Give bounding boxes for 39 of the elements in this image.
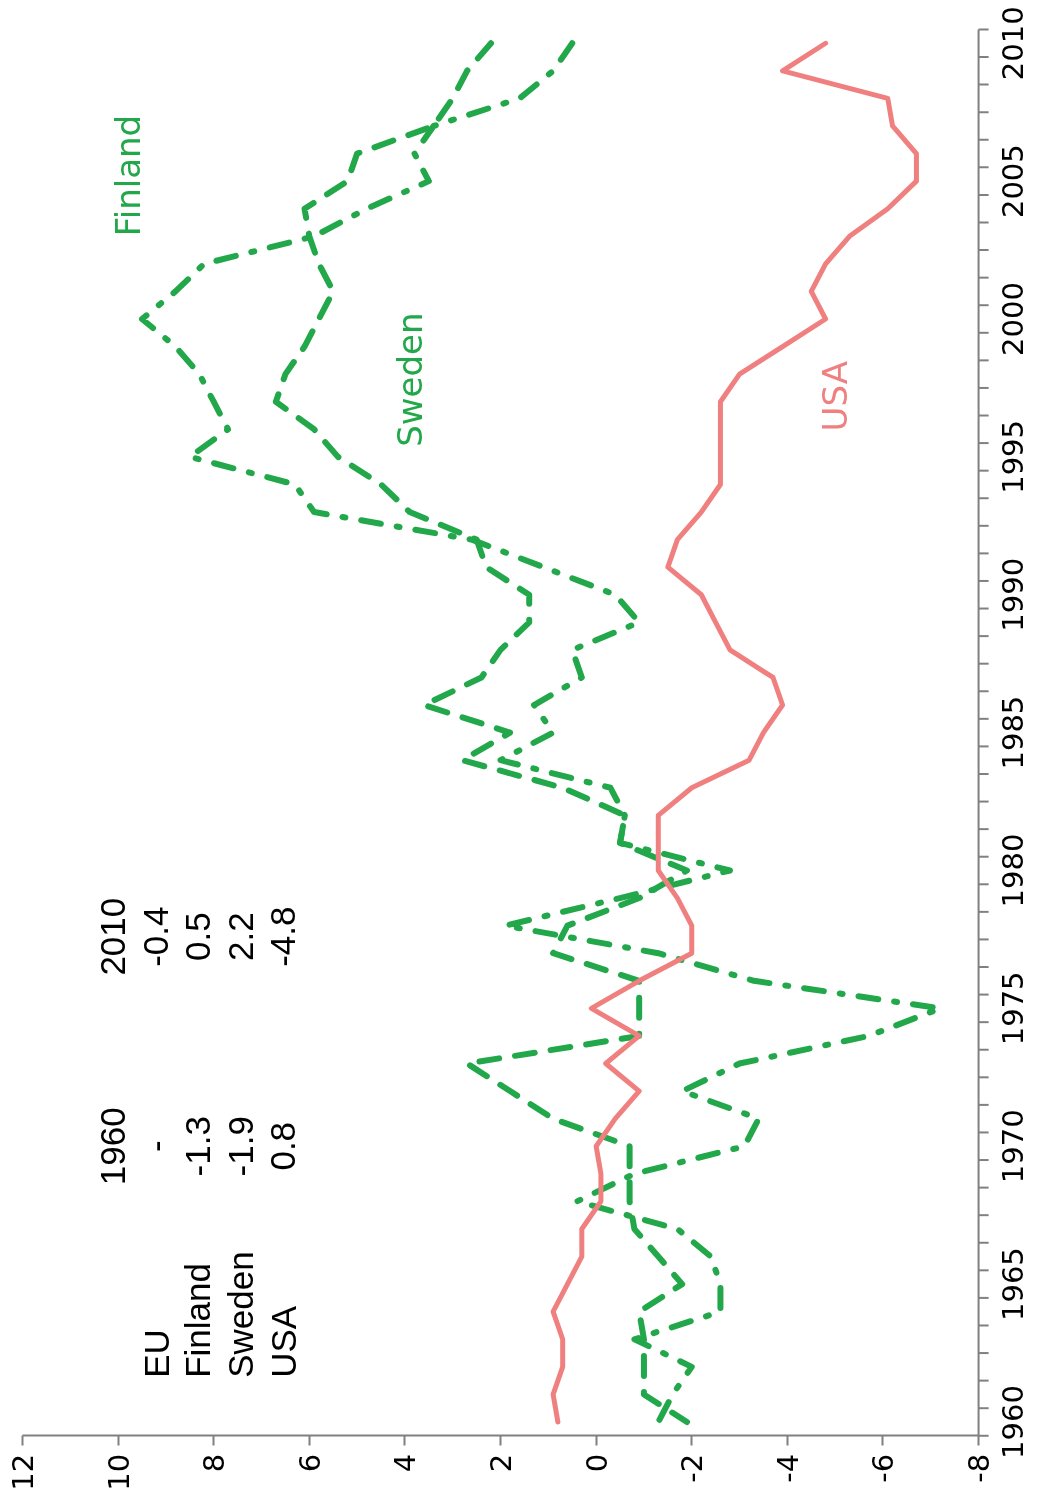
x-tick-label: 0 (579, 1453, 614, 1473)
annotation: -1.9 (220, 1116, 260, 1177)
annotation: Sweden (221, 1251, 261, 1378)
annotation: 1960 (93, 1107, 133, 1186)
annotation: 2010 (93, 897, 133, 976)
annotation: 2.2 (220, 912, 260, 961)
annotation: 0.5 (177, 912, 217, 961)
annotation: - (136, 1140, 176, 1153)
text: Finland (107, 114, 148, 237)
x-tick-label: -2 (675, 1453, 710, 1483)
y-tick-label: 2010 (996, 6, 1031, 81)
text: USA (815, 361, 856, 432)
x-tick-label: -8 (962, 1453, 997, 1483)
annotation: -1.3 (177, 1116, 217, 1177)
y-tick-label: 1975 (996, 971, 1031, 1046)
y-tick-label: 1995 (996, 419, 1031, 494)
annotation: -0.4 (136, 906, 176, 967)
x-tick-label: 4 (388, 1453, 423, 1473)
x-tick-label: 10 (101, 1453, 136, 1491)
y-tick-label: 1965 (996, 1247, 1031, 1322)
annotation: Finland (178, 1263, 218, 1378)
annotation: EU (136, 1329, 176, 1378)
x-tick-label: 6 (292, 1453, 327, 1473)
x-tick-label: 8 (197, 1453, 232, 1473)
annotation: USA (263, 1305, 303, 1378)
y-tick-label: 2005 (996, 144, 1031, 219)
x-tick-label: 2 (484, 1453, 519, 1473)
x-tick-label: -4 (770, 1453, 805, 1483)
x-tick-label: 12 (5, 1453, 40, 1491)
y-tick-label: 1960 (996, 1385, 1031, 1459)
x-tick-label: -6 (866, 1453, 901, 1483)
y-tick-label: 2000 (996, 282, 1031, 356)
text: Sweden (389, 312, 430, 447)
y-tick-label: 1990 (996, 557, 1031, 632)
y-tick-label: 1970 (996, 1109, 1031, 1184)
y-tick-label: 1980 (996, 833, 1031, 908)
y-tick-label: 1985 (996, 695, 1031, 770)
annotation: 0.8 (263, 1121, 303, 1171)
annotation: -4.8 (263, 906, 303, 967)
